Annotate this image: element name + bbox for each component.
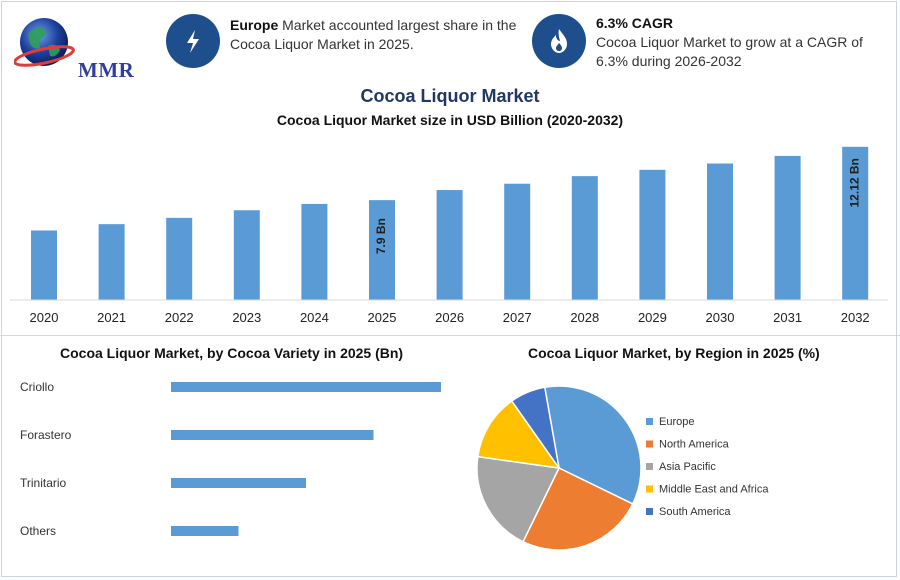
bar-2024	[301, 203, 328, 300]
lightning-icon	[187, 30, 199, 53]
pie-slice-south-america	[510, 386, 560, 469]
cocoa-variety-bar-chart: Criollo Forastero Trinitario Others	[20, 380, 441, 538]
pie-slice-europe	[543, 385, 642, 505]
bar-2020	[31, 230, 57, 300]
bar-2026	[436, 190, 463, 300]
highlight-europe-text: Market accounted largest share in the Co…	[230, 17, 517, 52]
bar-2027	[504, 183, 531, 300]
legend-label: Europe	[659, 416, 694, 428]
page-title: Cocoa Liquor Market	[360, 86, 540, 106]
bar-2032	[842, 146, 869, 300]
section-divider	[0, 335, 900, 336]
highlight-cagr: 6.3% CAGR Cocoa Liquor Market to grow at…	[596, 14, 876, 71]
bar-2023	[233, 210, 260, 300]
x-tick-label: 2025	[368, 310, 397, 325]
data-label: 7.9 Bn	[374, 218, 388, 254]
highlight-europe: Europe Market accounted largest share in…	[230, 16, 530, 54]
x-tick-label: 2023	[232, 310, 261, 325]
market-size-bar-chart: 2020 2021 2022 2023 2024 2025 2026 2027 2028 2029…	[10, 146, 888, 325]
bar-2029	[639, 169, 666, 300]
x-tick-label: 2028	[570, 310, 599, 325]
flame-badge	[532, 14, 586, 68]
x-tick-label: 2030	[706, 310, 735, 325]
x-tick-label: 2022	[165, 310, 194, 325]
pie-slice-north-america	[522, 466, 634, 551]
highlight-cagr-text: Cocoa Liquor Market to grow at a CAGR of…	[596, 34, 863, 69]
variety-label: Trinitario	[20, 476, 67, 490]
legend-label: North America	[659, 439, 730, 451]
legend-label: Asia Pacific	[659, 461, 716, 473]
legend-swatch	[646, 463, 653, 470]
variety-bar-trinitario	[171, 478, 306, 488]
x-tick-label: 2024	[300, 310, 329, 325]
chart-subtitle: Cocoa Liquor Market size in USD Billion …	[276, 112, 624, 128]
x-tick-label: 2027	[503, 310, 532, 325]
x-tick-label: 2021	[97, 310, 126, 325]
x-tick-label: 2032	[841, 310, 870, 325]
highlight-cagr-bold: 6.3% CAGR	[596, 15, 674, 31]
bar-2025	[369, 200, 395, 300]
pie-slice-middle-east-and-africa	[476, 399, 561, 469]
legend-swatch	[646, 440, 653, 448]
variety-label: Others	[20, 524, 56, 538]
x-tick-label: 2026	[435, 310, 464, 325]
bar-2021	[98, 224, 125, 300]
variety-bar-criollo	[171, 382, 441, 392]
bar-2030	[707, 163, 733, 300]
variety-label: Criollo	[20, 380, 54, 394]
variety-bar-forastero	[171, 430, 374, 440]
logo-text: MMR	[78, 58, 135, 82]
x-tick-label: 2031	[773, 310, 802, 325]
bar-2022	[166, 217, 193, 300]
lightning-badge	[166, 14, 220, 68]
flame-icon	[551, 29, 567, 53]
variety-chart-title: Cocoa Liquor Market, by Cocoa Variety in…	[60, 345, 404, 361]
mmr-logo: MMR	[13, 12, 139, 82]
legend-label: South America	[659, 506, 731, 518]
x-tick-label: 2029	[638, 310, 667, 325]
highlight-europe-bold: Europe	[230, 17, 279, 33]
pie-slice-asia-pacific	[476, 455, 561, 543]
bar-2031	[774, 155, 801, 300]
region-chart-title: Cocoa Liquor Market, by Region in 2025 (…	[528, 345, 820, 361]
variety-label: Forastero	[20, 428, 72, 442]
variety-bar-others	[171, 526, 239, 536]
x-tick-label: 2020	[30, 310, 59, 325]
legend-swatch	[646, 418, 653, 425]
legend-swatch	[646, 508, 653, 515]
globe-icon	[13, 18, 75, 67]
bar-2028	[571, 176, 598, 300]
legend-swatch	[646, 485, 653, 493]
legend-label: Middle East and Africa	[659, 484, 769, 496]
data-label: 12.12 Bn	[847, 158, 861, 207]
region-pie-chart: Europe North America Asia Pacific Middle Ea…	[476, 385, 769, 551]
